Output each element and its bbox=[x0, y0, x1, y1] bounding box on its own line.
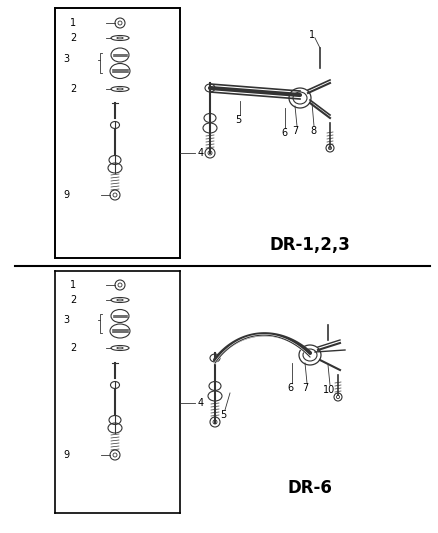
Text: 2: 2 bbox=[70, 295, 76, 305]
Text: 3: 3 bbox=[63, 54, 69, 64]
Text: 9: 9 bbox=[63, 190, 69, 200]
Text: 10: 10 bbox=[322, 385, 334, 395]
Text: 7: 7 bbox=[301, 383, 307, 393]
Text: 7: 7 bbox=[291, 126, 297, 136]
Text: 4: 4 bbox=[198, 148, 204, 158]
Text: 1: 1 bbox=[308, 30, 314, 40]
Text: 1: 1 bbox=[70, 280, 76, 290]
Text: 9: 9 bbox=[63, 450, 69, 460]
Text: 6: 6 bbox=[286, 383, 293, 393]
Text: 4: 4 bbox=[198, 398, 204, 408]
Text: 5: 5 bbox=[219, 410, 226, 420]
Text: 2: 2 bbox=[70, 84, 76, 94]
Text: 1: 1 bbox=[70, 18, 76, 28]
Text: 2: 2 bbox=[70, 33, 76, 43]
Text: 2: 2 bbox=[70, 343, 76, 353]
Text: DR-6: DR-6 bbox=[287, 479, 332, 497]
Text: 5: 5 bbox=[234, 115, 240, 125]
Text: 6: 6 bbox=[280, 128, 286, 138]
Text: 8: 8 bbox=[309, 126, 315, 136]
Text: DR-1,2,3: DR-1,2,3 bbox=[269, 236, 350, 254]
Text: 3: 3 bbox=[63, 315, 69, 325]
